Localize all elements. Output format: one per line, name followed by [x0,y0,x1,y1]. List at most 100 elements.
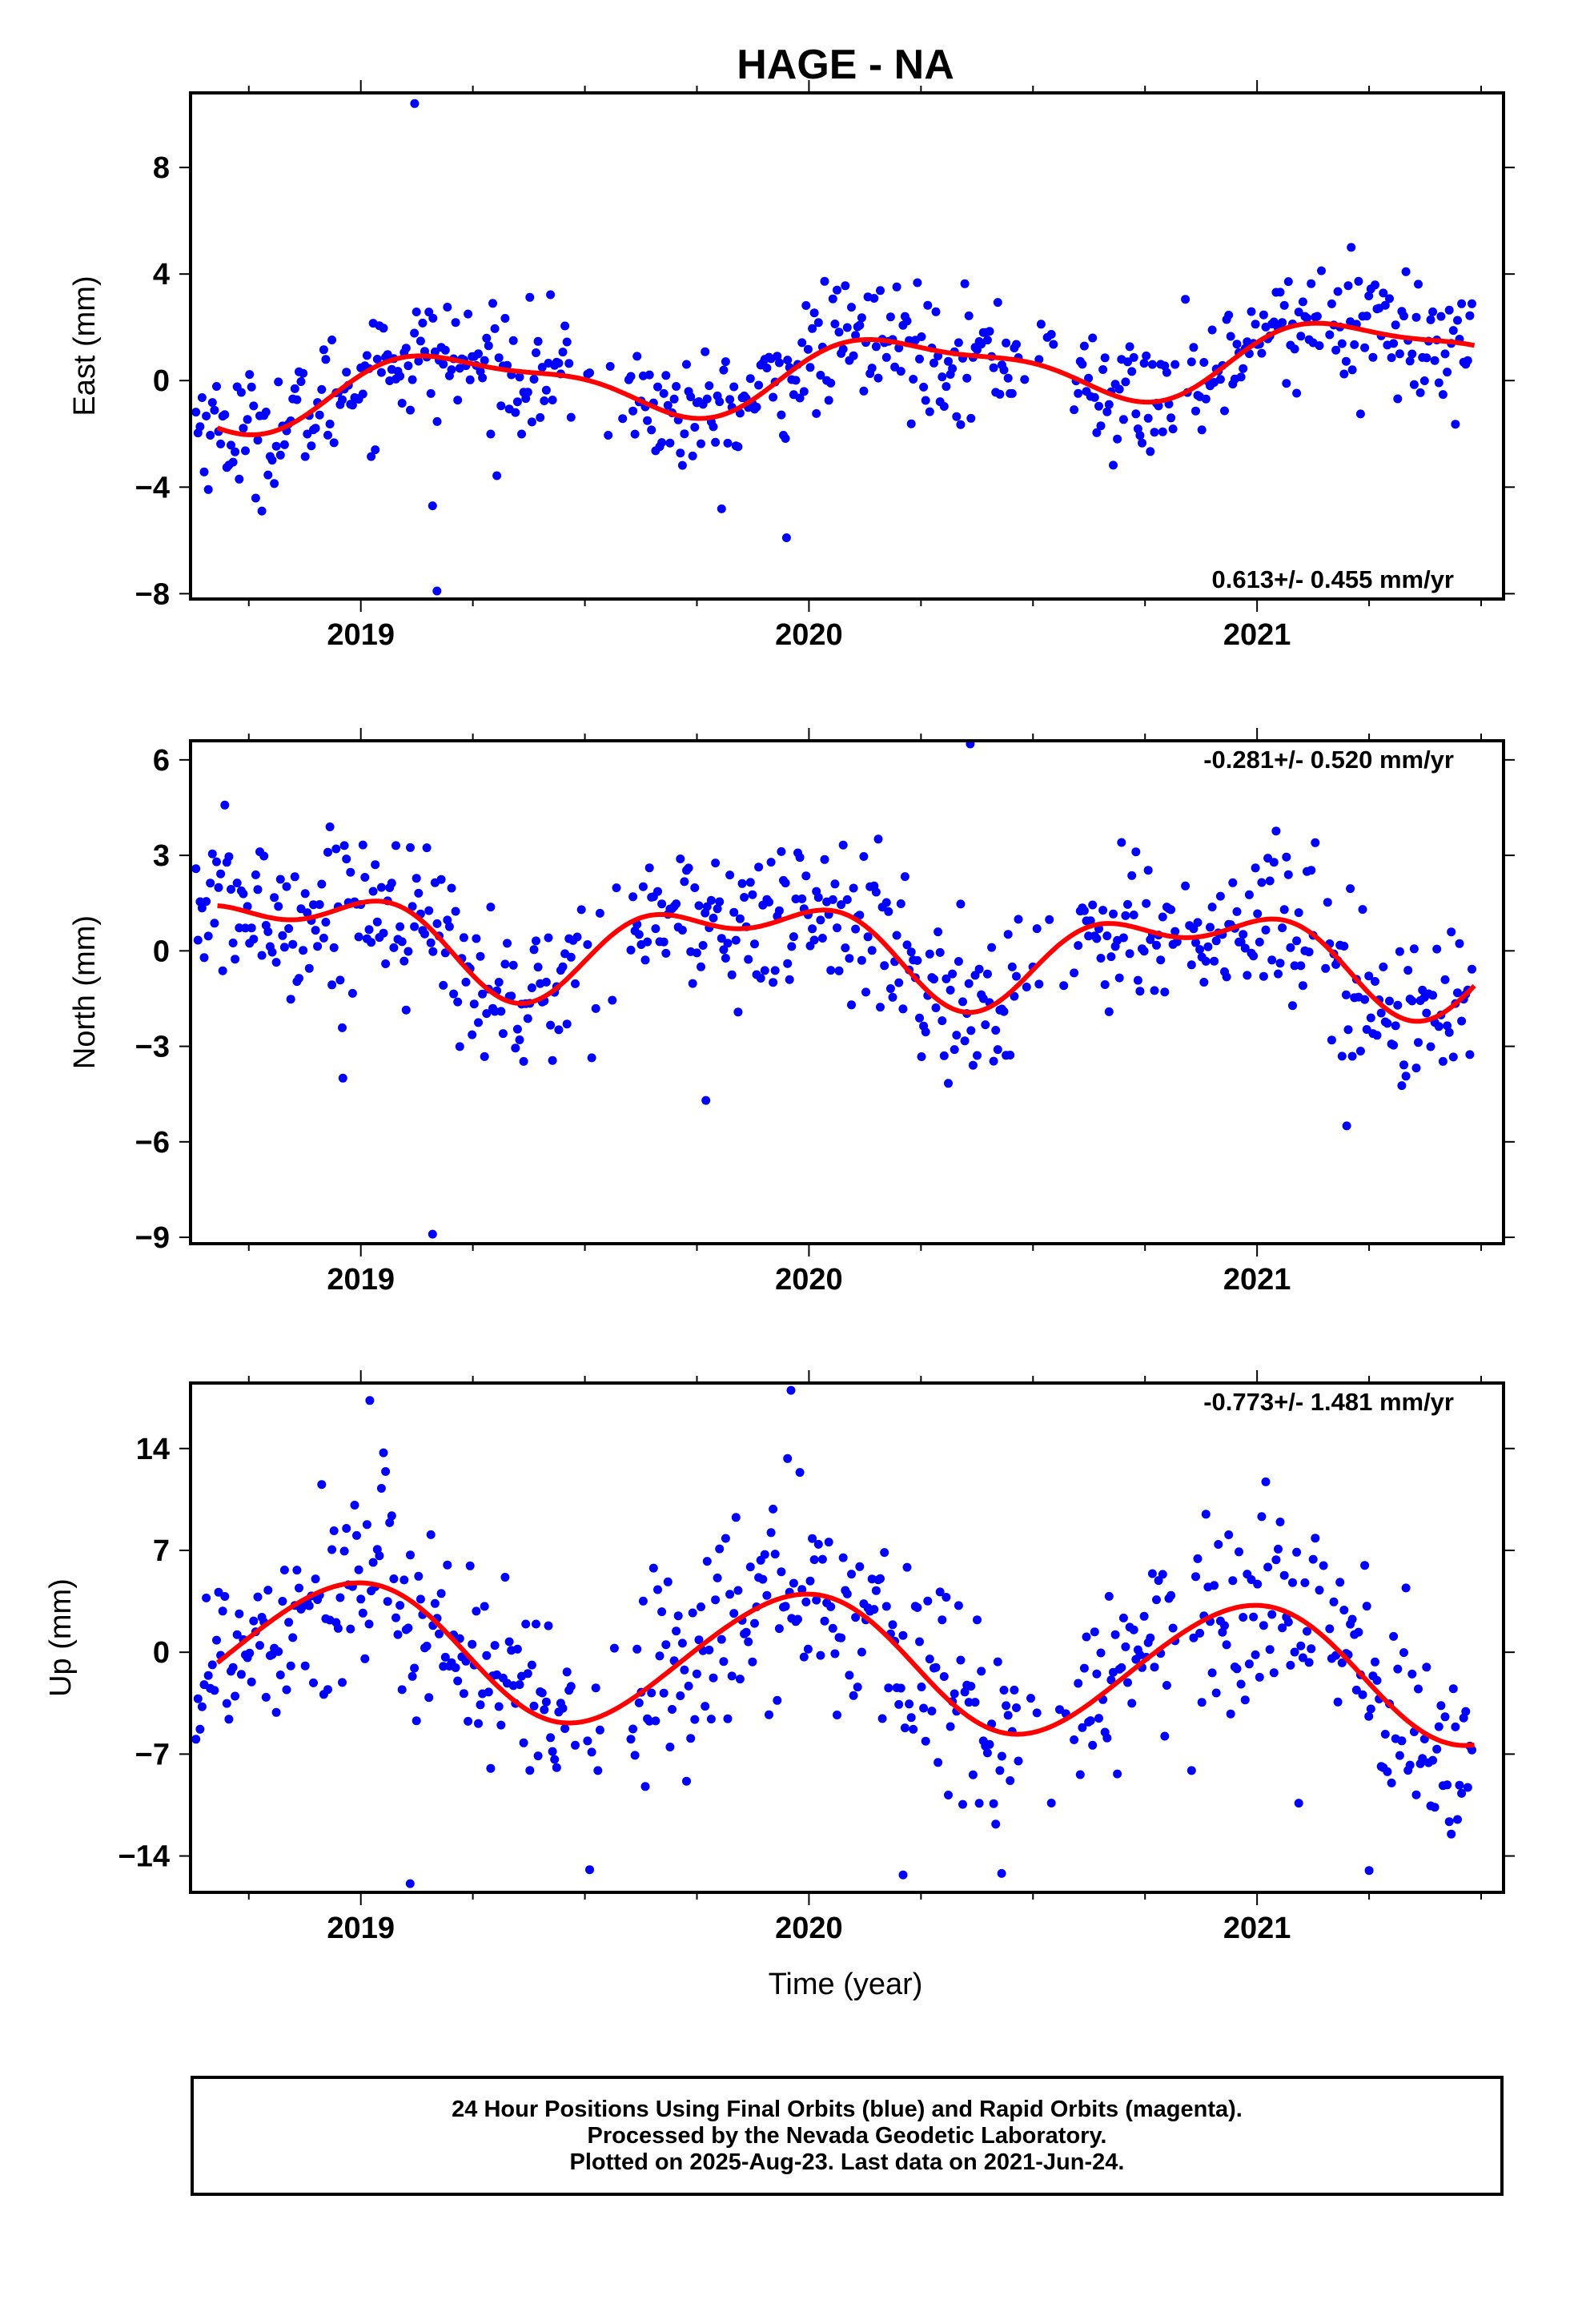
fit-line-north [217,899,1476,1024]
data-point [1341,356,1351,366]
data-point [512,1024,522,1034]
data-point [1288,1001,1297,1011]
data-point [1012,1703,1021,1712]
data-point [748,890,757,899]
data-point [1465,1050,1475,1059]
data-point [1387,353,1396,363]
data-point [1426,1042,1435,1051]
data-point [698,941,708,950]
data-point [207,398,217,408]
data-point [1279,300,1289,310]
data-point [719,1657,729,1667]
data-point [1265,1645,1275,1655]
data-point [319,933,328,943]
data-point [1290,344,1299,354]
data-point [1215,375,1225,384]
data-point [813,1539,823,1549]
data-point [651,924,661,934]
data-point [1086,1716,1095,1726]
data-point [1360,995,1370,1004]
data-point [451,318,460,328]
data-point [697,1602,705,1611]
data-point [379,1448,388,1458]
y-tick-label: 0 [153,364,170,398]
data-point [585,1865,594,1875]
data-point [1006,1776,1015,1785]
data-point [813,318,823,328]
data-point [327,1545,337,1554]
data-point [591,1683,600,1693]
data-point [1191,1572,1200,1582]
data-point [515,1680,524,1690]
data-point [1186,960,1196,970]
data-point [1127,870,1137,880]
data-point [769,978,778,987]
data-point [783,1454,793,1463]
data-point [919,382,929,392]
data-point [826,1602,836,1611]
data-point [711,1595,721,1605]
data-point [942,1593,951,1602]
data-point [207,1660,217,1670]
y-tick-label: −9 [135,1221,170,1255]
data-point [299,368,308,378]
data-point [1181,881,1191,891]
data-point [905,1699,914,1709]
data-point [1222,1640,1231,1650]
data-point [628,1724,638,1734]
data-point [541,1697,551,1707]
data-point [558,962,568,971]
rate-annotation-north: -0.281+/- 0.520 mm/yr [1203,746,1454,774]
data-point [529,1701,539,1711]
data-point [197,393,207,402]
data-point [1168,1623,1178,1633]
data-point [329,1526,339,1535]
data-point [519,1738,528,1747]
data-point [939,1051,949,1060]
data-point [1451,1722,1460,1731]
data-point [414,356,424,366]
data-point [816,371,825,380]
data-point [842,323,852,332]
data-point [781,879,790,888]
data-point [257,506,267,516]
data-point [494,978,504,987]
data-point [659,937,669,947]
data-point [1430,1803,1439,1812]
x-tick-label: 2019 [327,1263,395,1297]
data-point [938,1615,947,1625]
data-point [1092,428,1102,437]
data-point [1117,1663,1126,1672]
data-point [1432,1744,1442,1754]
data-point [368,887,378,896]
data-point [1059,981,1069,991]
data-point [717,504,726,513]
data-point [643,937,652,947]
data-point [1269,858,1279,867]
data-point [1282,379,1291,388]
data-point [672,899,681,909]
data-point [284,1618,294,1627]
data-point [288,1633,298,1642]
data-point [1364,1711,1374,1721]
data-point [515,1035,524,1044]
data-point [834,966,844,975]
data-point [1282,852,1291,862]
data-point [1228,1576,1238,1586]
data-point [1143,866,1153,875]
data-point [249,1616,259,1626]
data-point [855,911,865,920]
data-point [315,410,324,420]
data-point [697,962,705,971]
data-point [263,470,273,480]
data-point [702,394,712,404]
data-point [1275,959,1285,968]
data-point [754,380,764,390]
data-point [249,401,259,411]
data-point [1288,1578,1297,1587]
data-point [424,308,434,317]
data-point [774,906,784,915]
data-point [1447,927,1456,937]
data-point [1337,339,1347,348]
data-point [451,1663,460,1672]
